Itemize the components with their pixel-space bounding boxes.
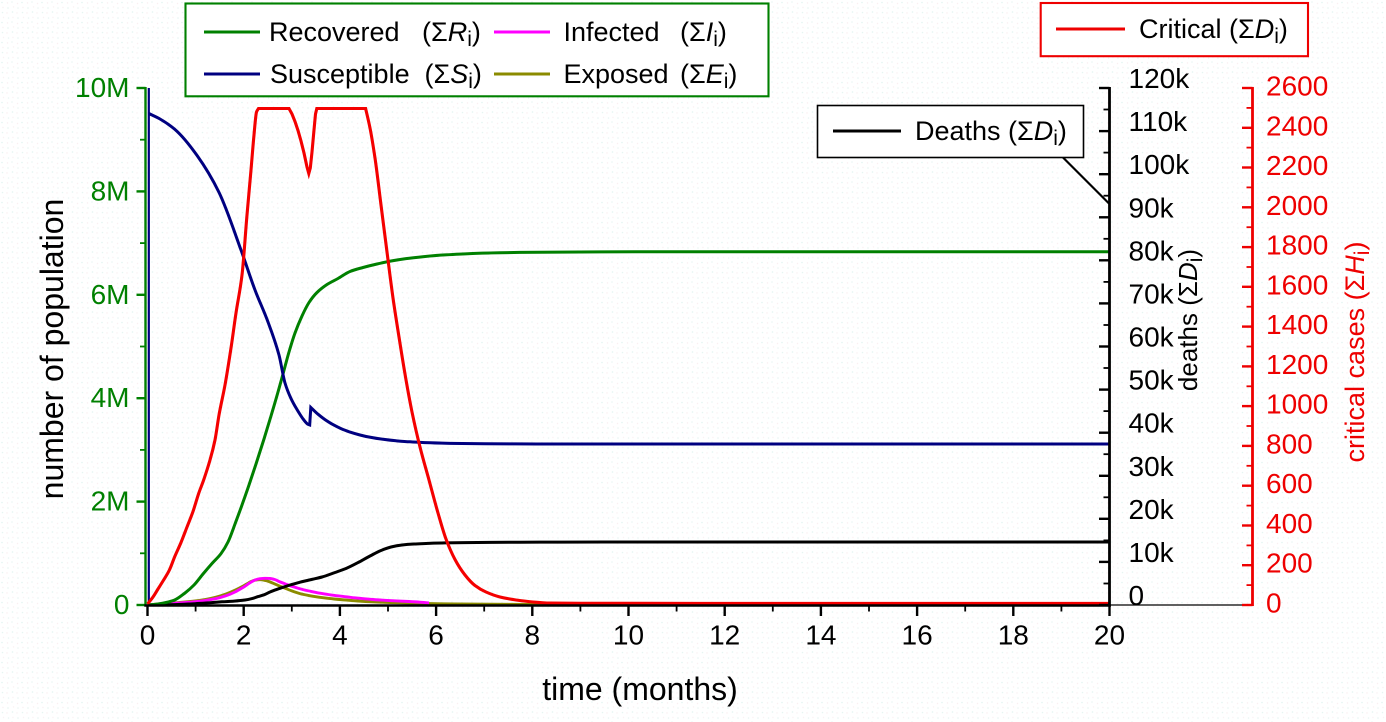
svg-text:200: 200: [1266, 548, 1313, 579]
svg-text:(ΣSi): (ΣSi): [425, 59, 482, 93]
svg-text:deaths (ΣDi): deaths (ΣDi): [1173, 249, 1207, 391]
svg-text:90k: 90k: [1129, 192, 1175, 223]
svg-text:0: 0: [1129, 580, 1145, 611]
svg-text:number of population: number of population: [34, 199, 70, 500]
svg-text:60k: 60k: [1129, 322, 1175, 353]
svg-text:critical cases (ΣHi): critical cases (ΣHi): [1340, 242, 1374, 463]
svg-text:0: 0: [1266, 588, 1282, 619]
svg-text:70k: 70k: [1129, 278, 1175, 309]
svg-text:14: 14: [805, 620, 836, 651]
svg-text:10M: 10M: [75, 72, 129, 103]
svg-text:12: 12: [709, 620, 740, 651]
svg-text:100k: 100k: [1129, 149, 1191, 180]
svg-text:1000: 1000: [1266, 389, 1328, 420]
svg-text:20: 20: [1094, 620, 1125, 651]
svg-text:600: 600: [1266, 468, 1313, 499]
svg-text:2000: 2000: [1266, 190, 1328, 221]
svg-text:time (months): time (months): [542, 671, 738, 707]
svg-text:1400: 1400: [1266, 309, 1328, 340]
svg-text:40k: 40k: [1129, 408, 1175, 439]
svg-text:10: 10: [613, 620, 644, 651]
svg-text:1800: 1800: [1266, 230, 1328, 261]
svg-text:Infected: Infected: [564, 17, 660, 47]
svg-text:2400: 2400: [1266, 110, 1328, 141]
svg-text:400: 400: [1266, 508, 1313, 539]
svg-text:0: 0: [114, 589, 130, 620]
svg-text:10k: 10k: [1129, 537, 1175, 568]
svg-text:1600: 1600: [1266, 269, 1328, 300]
svg-text:8M: 8M: [91, 175, 130, 206]
svg-text:20k: 20k: [1129, 494, 1175, 525]
svg-text:Exposed: Exposed: [564, 59, 669, 89]
svg-text:Critical (ΣDi): Critical (ΣDi): [1139, 14, 1288, 48]
svg-text:800: 800: [1266, 428, 1313, 459]
svg-text:110k: 110k: [1129, 106, 1189, 137]
svg-text:2200: 2200: [1266, 150, 1328, 181]
svg-text:8: 8: [525, 620, 541, 651]
svg-text:Recovered: Recovered: [269, 17, 400, 47]
svg-text:30k: 30k: [1129, 451, 1175, 482]
svg-text:6M: 6M: [91, 279, 130, 310]
svg-text:(ΣRi): (ΣRi): [422, 17, 481, 51]
svg-text:2600: 2600: [1266, 71, 1328, 102]
svg-text:2M: 2M: [91, 486, 130, 517]
svg-text:4M: 4M: [91, 382, 130, 413]
svg-text:4: 4: [332, 620, 348, 651]
svg-text:0: 0: [140, 620, 156, 651]
svg-text:6: 6: [428, 620, 444, 651]
svg-text:(ΣEi): (ΣEi): [680, 59, 737, 93]
svg-text:1200: 1200: [1266, 349, 1328, 380]
svg-text:18: 18: [998, 620, 1029, 651]
svg-text:16: 16: [902, 620, 933, 651]
svg-text:50k: 50k: [1129, 365, 1175, 396]
svg-text:(ΣIi): (ΣIi): [680, 17, 727, 51]
svg-text:120k: 120k: [1129, 63, 1191, 94]
svg-text:Deaths (ΣDi): Deaths (ΣDi): [915, 116, 1067, 150]
svg-text:Susceptible: Susceptible: [270, 59, 410, 89]
svg-text:80k: 80k: [1129, 235, 1175, 266]
svg-text:2: 2: [236, 620, 252, 651]
